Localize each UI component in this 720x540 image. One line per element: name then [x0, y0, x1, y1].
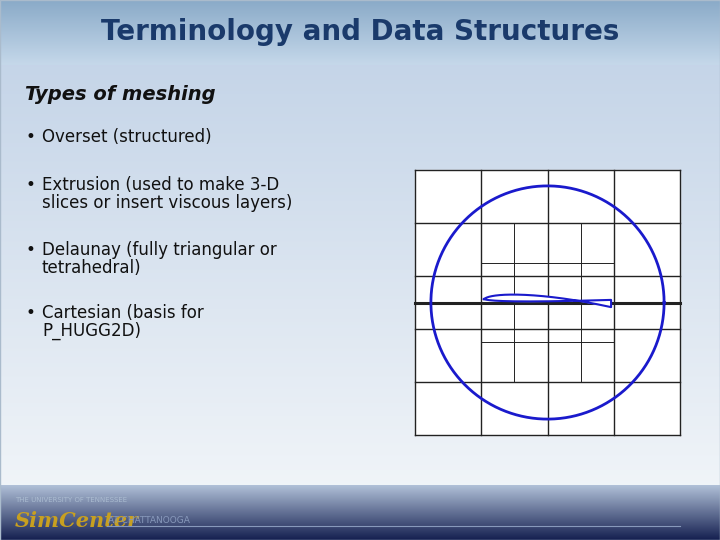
- Text: Cartesian (basis for: Cartesian (basis for: [42, 304, 204, 322]
- Text: slices or insert viscous layers): slices or insert viscous layers): [42, 194, 292, 212]
- Polygon shape: [484, 295, 611, 307]
- Text: SimCenter: SimCenter: [15, 511, 139, 531]
- Text: •: •: [25, 176, 35, 194]
- Text: •: •: [25, 304, 35, 322]
- Text: Delaunay (fully triangular or: Delaunay (fully triangular or: [42, 241, 276, 259]
- Text: AT CHATTANOOGA: AT CHATTANOOGA: [108, 516, 190, 525]
- Text: P_HUGG2D): P_HUGG2D): [42, 322, 141, 340]
- Text: •: •: [25, 128, 35, 146]
- Text: Types of meshing: Types of meshing: [25, 85, 215, 105]
- Text: Overset (structured): Overset (structured): [42, 128, 212, 146]
- Text: Terminology and Data Structures: Terminology and Data Structures: [101, 18, 619, 46]
- Bar: [415, 170, 680, 435]
- Text: Extrusion (used to make 3-D: Extrusion (used to make 3-D: [42, 176, 279, 194]
- Text: •: •: [25, 241, 35, 259]
- Text: tetrahedral): tetrahedral): [42, 259, 142, 277]
- Text: THE UNIVERSITY OF TENNESSEE: THE UNIVERSITY OF TENNESSEE: [15, 497, 127, 503]
